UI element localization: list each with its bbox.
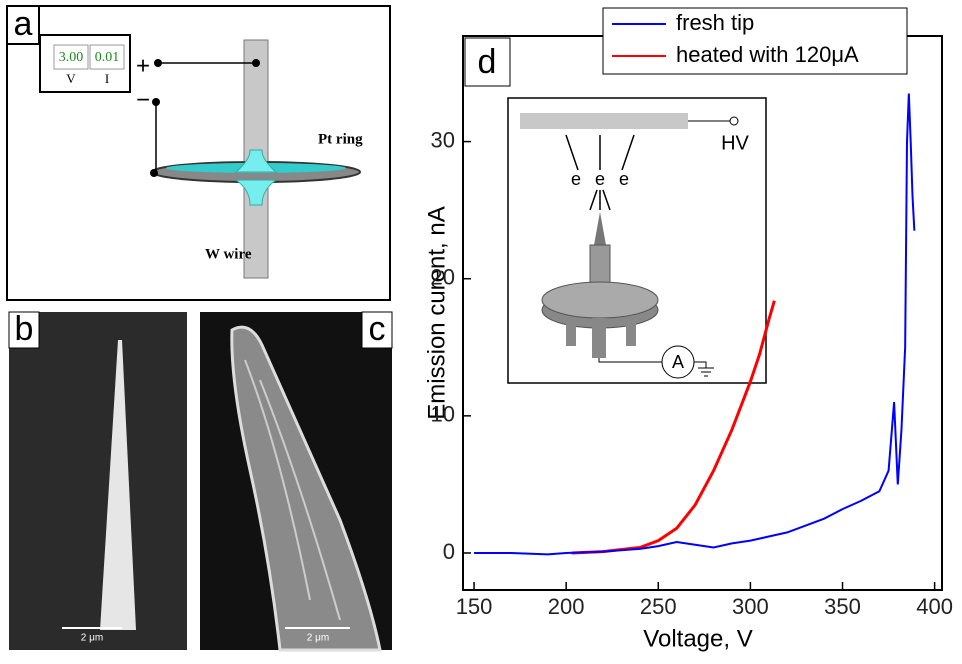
meter-value: 0.01 bbox=[95, 50, 120, 65]
meter-value: 3.00 bbox=[59, 50, 84, 65]
tip bbox=[594, 212, 606, 245]
legend bbox=[602, 7, 908, 75]
x-tick-label: 400 bbox=[916, 594, 953, 619]
panel-label: b bbox=[15, 310, 34, 348]
anode bbox=[520, 113, 688, 129]
post bbox=[566, 318, 576, 346]
meter-unit: I bbox=[105, 71, 109, 86]
panel-label: d bbox=[478, 43, 497, 81]
panel-b-label-box bbox=[8, 311, 40, 349]
wire bbox=[598, 358, 662, 363]
y-axis-label: Emission curent, nA bbox=[423, 206, 450, 419]
legend-label: fresh tip bbox=[676, 10, 754, 35]
series-line bbox=[571, 300, 776, 555]
sem-image bbox=[9, 312, 187, 650]
minus: − bbox=[136, 86, 150, 113]
x-tick-label: 300 bbox=[732, 594, 769, 619]
post bbox=[592, 318, 606, 358]
wire-label: W wire bbox=[205, 246, 252, 262]
scale-bar-label: 2 μm bbox=[307, 633, 329, 644]
x-tick-label: 150 bbox=[456, 594, 493, 619]
terminal bbox=[152, 98, 160, 106]
plus: + bbox=[136, 52, 150, 79]
electron: e bbox=[571, 169, 581, 189]
y-tick-label: 30 bbox=[431, 127, 455, 152]
inset: HV e e e A bbox=[507, 97, 767, 384]
x-tick-label: 200 bbox=[548, 594, 585, 619]
electron: e bbox=[595, 169, 605, 189]
electron: e bbox=[619, 169, 629, 189]
y-tick-label: 10 bbox=[431, 402, 455, 427]
scale-bar-label: 2 μm bbox=[81, 633, 103, 644]
tip bbox=[230, 325, 382, 652]
ground bbox=[694, 361, 714, 377]
terminal bbox=[154, 59, 162, 67]
inset-frame bbox=[507, 97, 767, 384]
x-tick-label: 250 bbox=[640, 594, 677, 619]
terminal bbox=[150, 169, 158, 177]
y-tick-label: 20 bbox=[431, 265, 455, 290]
terminal bbox=[252, 59, 260, 67]
meniscus bbox=[234, 149, 278, 206]
x-tick-label: 350 bbox=[824, 594, 861, 619]
hv-label: HV bbox=[721, 132, 749, 154]
panel-d-label-box bbox=[464, 37, 511, 87]
arrow bbox=[565, 134, 635, 171]
emission bbox=[589, 189, 611, 211]
tip bbox=[100, 340, 136, 630]
series-line bbox=[474, 93, 916, 556]
y-tick-label: 0 bbox=[443, 539, 455, 564]
ammeter-label: A bbox=[672, 352, 684, 372]
meter-cell bbox=[89, 44, 125, 70]
legend-label: heated with 120μA bbox=[676, 42, 859, 67]
meter-cell bbox=[53, 44, 89, 70]
ring-label: Pt ring bbox=[318, 131, 363, 147]
post bbox=[626, 318, 636, 346]
tip-texture bbox=[244, 359, 341, 621]
x-axis-label: Voltage, V bbox=[643, 625, 752, 652]
panel-label: a bbox=[14, 5, 33, 43]
disk-top bbox=[541, 281, 659, 319]
panel-label: c bbox=[369, 310, 386, 348]
meter-unit: V bbox=[66, 71, 76, 86]
panel-a-label-box bbox=[6, 5, 40, 45]
terminal bbox=[729, 116, 739, 126]
panel-c-label-box bbox=[361, 311, 393, 349]
